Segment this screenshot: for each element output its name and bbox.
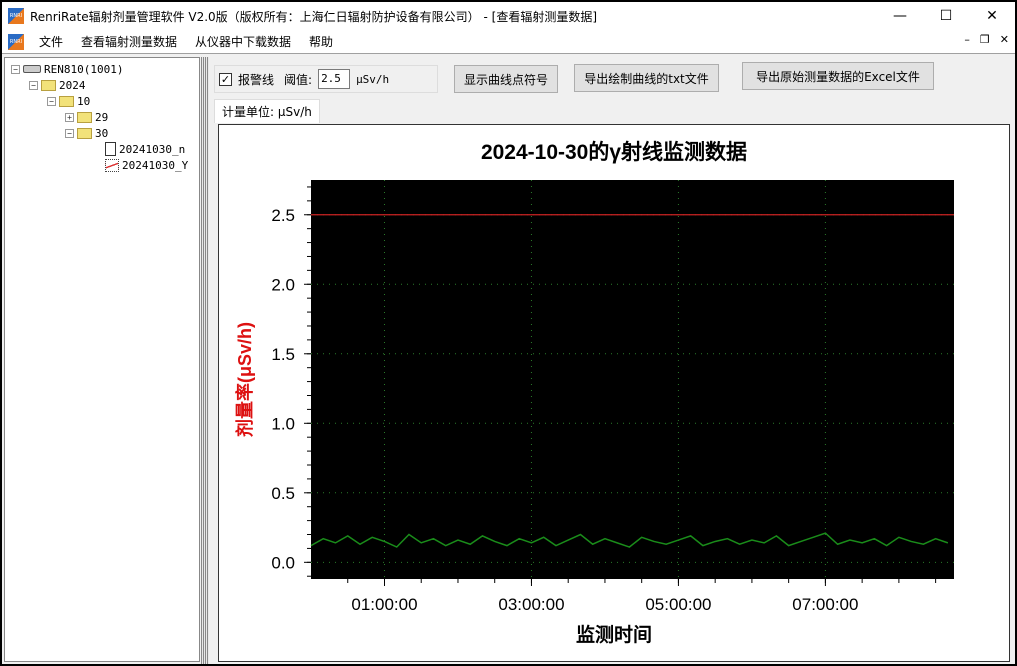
mdi-restore-button[interactable]: ❐ — [979, 33, 990, 46]
show-symbols-button[interactable]: 显示曲线点符号 — [454, 65, 558, 93]
x-tick-label: 05:00:00 — [645, 595, 711, 614]
threshold-input[interactable]: 2.5 — [318, 69, 351, 89]
collapse-icon[interactable]: − — [29, 80, 38, 90]
mdi-close-button[interactable]: ✕ — [999, 33, 1009, 46]
plot-area — [311, 180, 954, 579]
window-title: RenriRate辐射剂量管理软件 V2.0版（版权所有：上海仁日辐射防护设备有… — [30, 9, 598, 24]
tree-node-file-selected[interactable]: 20241030_Y — [105, 157, 188, 173]
y-tick-label: 1.5 — [271, 345, 295, 364]
alarm-line-label: 报警线 — [238, 72, 275, 87]
tree-node-day[interactable]: −30 — [65, 125, 108, 141]
drive-icon — [23, 65, 41, 73]
folder-icon — [41, 79, 56, 91]
expand-icon[interactable]: + — [65, 112, 74, 122]
threshold-label: 阈值: — [284, 72, 313, 87]
collapse-icon[interactable]: − — [11, 64, 20, 74]
export-txt-button[interactable]: 导出绘制曲线的txt文件 — [574, 64, 719, 92]
y-tick-label: 1.0 — [271, 414, 295, 433]
y-tick-label: 0.5 — [271, 484, 295, 503]
dose-rate-series — [310, 532, 949, 548]
mdi-minimize-button[interactable]: – — [964, 33, 970, 46]
file-icon — [105, 142, 116, 156]
renri-logo-icon: RNRI — [8, 8, 24, 24]
document-icon[interactable]: RNRI — [8, 33, 24, 50]
y-axis-label: 剂量率(μSv/h) — [234, 322, 255, 437]
minimize-button[interactable]: — — [893, 8, 907, 24]
main-panel: ✓ 报警线 阈值: 2.5 μSv/h 显示曲线点符号 导出绘制曲线的txt文件… — [210, 57, 1015, 664]
collapse-icon[interactable]: − — [65, 128, 74, 138]
menu-file[interactable]: 文件 — [39, 35, 64, 49]
y-tick-label: 0.0 — [271, 553, 295, 572]
maximize-button[interactable]: ☐ — [939, 8, 953, 24]
y-tick-label: 2.0 — [271, 275, 295, 294]
tab-unit[interactable]: 计量单位: μSv/h — [214, 99, 320, 123]
close-button[interactable]: ✕ — [986, 8, 998, 24]
dose-rate-chart: 2024-10-30的γ射线监测数据 0.0 0.5 1.0 1.5 2.0 2.5 01:0… — [234, 140, 954, 646]
chart-frame: 2024-10-30的γ射线监测数据 0.0 0.5 1.0 1.5 2.0 2.5 01:0… — [218, 124, 1010, 662]
folder-icon — [77, 127, 92, 139]
x-axis-label: 监测时间 — [576, 623, 652, 646]
tree-node-month[interactable]: −10 — [47, 93, 90, 109]
title-bar: RNRI RenriRate辐射剂量管理软件 V2.0版（版权所有：上海仁日辐射… — [2, 2, 1015, 30]
menu-bar: RNRI 文件 查看辐射测量数据 从仪器中下载数据 帮助 – ❐ ✕ — [2, 30, 1015, 54]
menu-view-data[interactable]: 查看辐射测量数据 — [81, 35, 178, 49]
y-tick-label: 2.5 — [271, 206, 295, 225]
x-tick-label: 01:00:00 — [351, 595, 417, 614]
export-excel-button[interactable]: 导出原始测量数据的Excel文件 — [742, 62, 934, 90]
folder-icon — [59, 95, 74, 107]
menu-help[interactable]: 帮助 — [309, 35, 334, 49]
collapse-icon[interactable]: − — [47, 96, 56, 106]
chart-file-icon — [105, 158, 119, 172]
file-tree: − REN810(1001) −2024 −10 +29 −30 20241030… — [4, 57, 200, 662]
tree-node-device[interactable]: − REN810(1001) — [11, 61, 123, 77]
tree-node-day[interactable]: +29 — [65, 109, 108, 125]
tree-node-year[interactable]: −2024 — [29, 77, 86, 93]
alarm-line-checkbox[interactable]: ✓ — [219, 72, 232, 86]
menu-download[interactable]: 从仪器中下载数据 — [195, 35, 292, 49]
folder-icon — [77, 111, 92, 123]
alarm-options: ✓ 报警线 阈值: 2.5 μSv/h — [214, 65, 438, 93]
splitter-handle[interactable] — [201, 57, 209, 664]
threshold-unit: μSv/h — [356, 72, 390, 86]
tree-node-file[interactable]: 20241030_n — [105, 141, 185, 157]
x-tick-label: 03:00:00 — [498, 595, 564, 614]
chart-title: 2024-10-30的γ射线监测数据 — [481, 140, 747, 164]
x-tick-label: 07:00:00 — [792, 595, 858, 614]
